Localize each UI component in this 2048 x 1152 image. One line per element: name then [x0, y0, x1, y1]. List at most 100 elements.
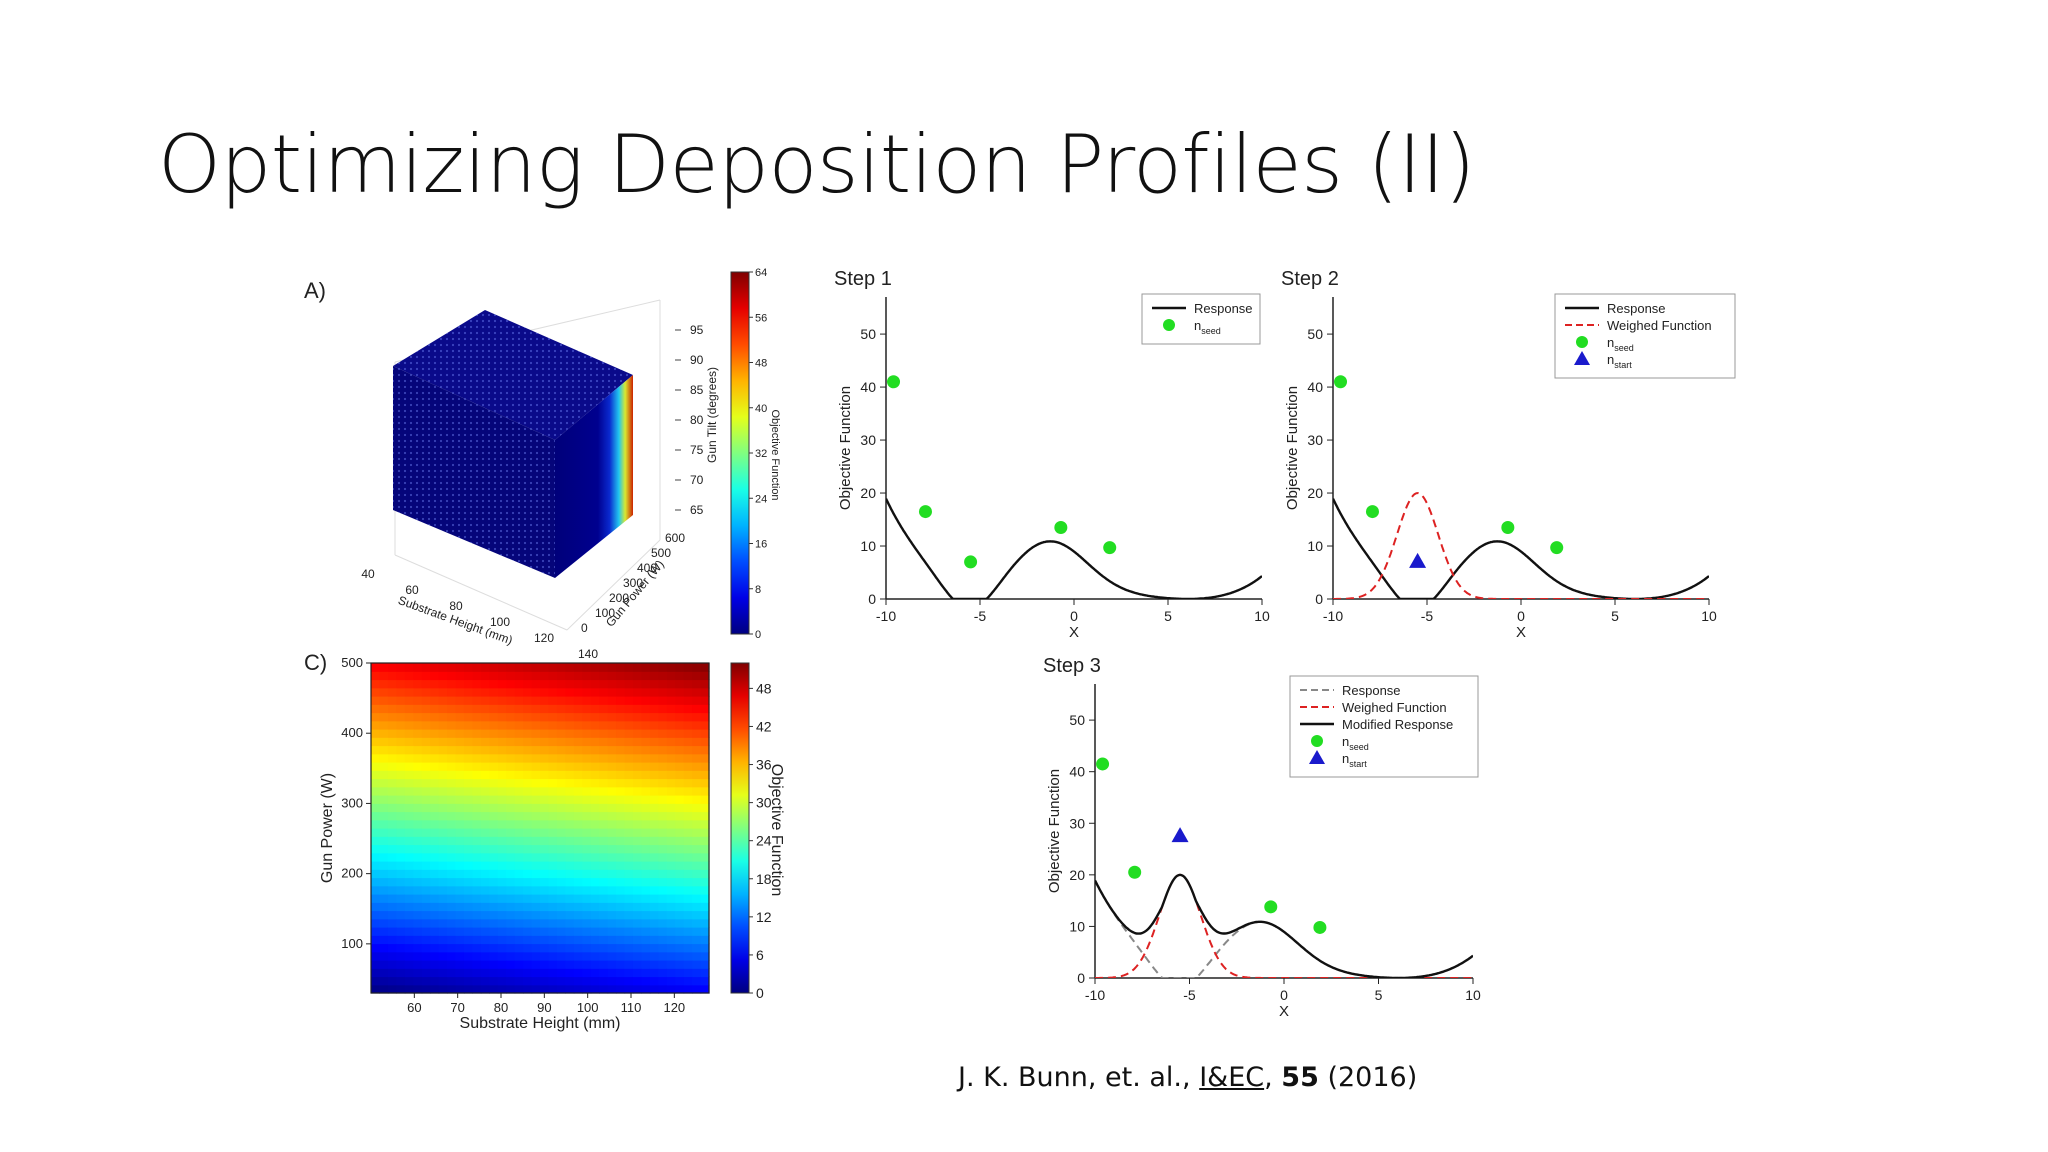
heatmap-cell	[607, 803, 617, 813]
heatmap-cell	[632, 918, 642, 928]
heatmap-cell	[582, 753, 592, 763]
y-tick-label: 0	[1315, 591, 1323, 607]
heatmap-cell	[616, 803, 626, 813]
heatmap-cell	[430, 712, 440, 722]
heatmap-cell	[455, 869, 465, 879]
heatmap-cell	[404, 819, 414, 829]
heatmap-cell	[379, 745, 389, 755]
heatmap-cell	[624, 795, 634, 804]
heatmap-cell	[514, 737, 524, 747]
heatmap-cell	[379, 679, 389, 689]
heatmap-cell	[548, 844, 558, 854]
heatmap-cell	[624, 737, 634, 747]
heatmap-cell	[489, 877, 499, 887]
y-tick-label: 200	[609, 591, 629, 605]
heatmap-cell	[396, 687, 406, 697]
heatmap-cell	[599, 885, 609, 895]
heatmap-cell	[649, 869, 659, 879]
heatmap-cell	[413, 918, 423, 928]
heatmap-cell	[531, 828, 541, 837]
z-tick-label: 85	[690, 383, 704, 397]
heatmap-cell	[548, 885, 558, 895]
heatmap-cell	[404, 976, 414, 986]
legend-label: Response	[1342, 683, 1401, 698]
heatmap-cell	[387, 762, 397, 771]
heatmap-cell	[692, 729, 702, 738]
heatmap-cell	[413, 894, 423, 903]
heatmap-cell	[683, 927, 693, 936]
heatmap-cell	[489, 786, 499, 796]
heatmap-cell	[379, 968, 389, 978]
heatmap-cell	[455, 960, 465, 969]
heatmap-cell	[472, 687, 482, 697]
heatmap-cell	[658, 803, 668, 813]
heatmap-cell	[371, 968, 381, 978]
heatmap-cell	[641, 753, 651, 763]
heatmap-cell	[497, 894, 507, 903]
heatmap-cell	[692, 795, 702, 804]
heatmap-cell	[540, 663, 550, 672]
heatmap-cell	[379, 671, 389, 681]
heatmap-cell	[675, 811, 685, 821]
heatmap-cell	[582, 720, 592, 730]
heatmap-cell	[371, 679, 381, 689]
citation-journal[interactable]: I&EC	[1199, 1062, 1265, 1093]
heatmap-cell	[649, 935, 659, 945]
heatmap-cell	[480, 852, 490, 862]
heatmap-cell	[523, 885, 533, 895]
heatmap-cell	[675, 828, 685, 837]
heatmap-cell	[413, 729, 423, 738]
heatmap-cell	[616, 885, 626, 895]
heatmap-cell	[692, 869, 702, 879]
heatmap-cell	[616, 935, 626, 945]
heatmap-cell	[396, 819, 406, 829]
heatmap-cell	[683, 729, 693, 738]
heatmap-cell	[447, 803, 457, 813]
heatmap-cell	[590, 786, 600, 796]
heatmap-cell	[371, 770, 381, 780]
heatmap-cell	[616, 960, 626, 969]
heatmap-cell	[413, 943, 423, 953]
heatmap-cell	[692, 778, 702, 788]
heatmap-cell	[565, 762, 575, 771]
heatmap-cell	[599, 877, 609, 887]
heatmap-cell	[573, 819, 583, 829]
colorbar-label: Objective Function	[768, 764, 785, 897]
seed-point	[1103, 541, 1117, 555]
heatmap-cell	[582, 828, 592, 837]
heatmap-cell	[523, 753, 533, 763]
heatmap-cell	[463, 720, 473, 730]
heatmap-cell	[455, 894, 465, 903]
heatmap-cell	[658, 819, 668, 829]
legend-swatch-triangle	[1574, 351, 1590, 365]
heatmap-cell	[371, 910, 381, 920]
heatmap-cell	[556, 795, 566, 804]
x-tick-label: 60	[405, 583, 419, 597]
heatmap-cell	[447, 935, 457, 945]
heatmap-cell	[489, 885, 499, 895]
heatmap-cell	[573, 720, 583, 730]
heatmap-cell	[632, 778, 642, 788]
heatmap-cell	[590, 687, 600, 697]
y-tick-label: 500	[651, 546, 671, 560]
heatmap-cell	[573, 852, 583, 862]
heatmap-cell	[649, 687, 659, 697]
heatmap-cell	[379, 786, 389, 796]
heatmap-cell	[531, 960, 541, 969]
start-point	[1171, 827, 1189, 843]
heatmap-cell	[683, 753, 693, 763]
heatmap-cell	[683, 943, 693, 953]
heatmap-cell	[506, 762, 516, 771]
heatmap-cell	[607, 943, 617, 953]
heatmap-cell	[700, 687, 710, 697]
heatmap-cell	[624, 762, 634, 771]
heatmap-cell	[624, 869, 634, 879]
heatmap-cell	[489, 679, 499, 689]
heatmap-cell	[438, 844, 448, 854]
heatmap-cell	[404, 984, 414, 994]
heatmap-cell	[463, 885, 473, 895]
heatmap-cell	[565, 910, 575, 920]
heatmap-cell	[548, 894, 558, 903]
heatmap-cell	[540, 679, 550, 689]
heatmap-cell	[421, 861, 431, 870]
